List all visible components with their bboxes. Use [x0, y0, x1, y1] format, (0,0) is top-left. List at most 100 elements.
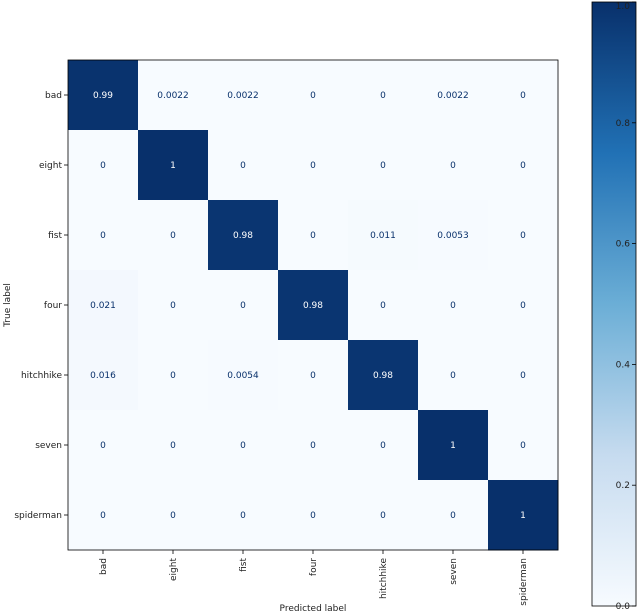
heatmap-cell [418, 130, 489, 201]
cell-value-label: 0 [380, 511, 386, 521]
cell-value-label: 0.016 [90, 371, 116, 381]
heatmap-cells [68, 60, 559, 551]
heatmap-cell [138, 410, 209, 481]
colorbar-ticks: 0.0 0.2 0.4 0.6 0.8 1.0 [616, 1, 636, 612]
heatmap-cell [68, 200, 139, 271]
cell-value-label: 0 [310, 371, 316, 381]
cell-value-label: 1 [170, 161, 176, 171]
heatmap-cell-labels: 0.99 0.0022 0.0022 0 0 0.0022 0 0 1 0 0 0 0 0 0 0 0.98 0 0… [90, 91, 526, 521]
cell-value-label: 0 [240, 161, 246, 171]
cell-value-label: 0 [520, 441, 526, 451]
cell-value-label: 0.0022 [157, 91, 189, 101]
x-tick-label: fist [239, 558, 249, 572]
heatmap-cell [278, 130, 349, 201]
cell-value-label: 0 [310, 91, 316, 101]
cell-value-label: 0 [240, 301, 246, 311]
y-tick-label: four [44, 301, 62, 311]
cell-value-label: 0.0022 [227, 91, 259, 101]
y-tick-label: bad [45, 91, 62, 101]
x-tick-label: seven [449, 558, 459, 585]
heatmap-cell [348, 270, 419, 341]
x-tick-label: eight [169, 558, 179, 581]
cell-value-label: 0 [520, 371, 526, 381]
heatmap-cell [278, 480, 349, 551]
cell-value-label: 0.98 [233, 231, 253, 241]
heatmap-cell [138, 200, 209, 271]
y-tick-label: hitchhike [21, 371, 62, 381]
heatmap-cell [278, 340, 349, 411]
heatmap-cell [208, 60, 279, 131]
heatmap-cell [138, 130, 209, 201]
cell-value-label: 0 [520, 91, 526, 101]
cell-value-label: 0.98 [303, 301, 323, 311]
cell-value-label: 0 [450, 511, 456, 521]
cell-value-label: 0 [380, 91, 386, 101]
colorbar-tick-label: 0.4 [616, 360, 631, 370]
heatmap-cell [418, 340, 489, 411]
heatmap-cell [418, 480, 489, 551]
cell-value-label: 0 [170, 231, 176, 241]
cell-value-label: 0 [100, 231, 106, 241]
heatmap-cell [208, 270, 279, 341]
heatmap-cell [68, 130, 139, 201]
cell-value-label: 0 [310, 231, 316, 241]
cell-value-label: 0.0053 [437, 231, 469, 241]
colorbar-tick-label: 0.0 [616, 602, 631, 612]
cell-value-label: 0 [170, 441, 176, 451]
colorbar-tick-label: 0.2 [616, 481, 630, 491]
x-tick-label: bad [99, 558, 109, 575]
cell-value-label: 0 [520, 161, 526, 171]
colorbar: 0.0 0.2 0.4 0.6 0.8 1.0 [591, 1, 637, 612]
heatmap-cell [348, 410, 419, 481]
heatmap-cell [488, 480, 559, 551]
heatmap-cell [278, 410, 349, 481]
y-tick-label: fist [48, 231, 62, 241]
heatmap-cell [418, 60, 489, 131]
cell-value-label: 0 [450, 371, 456, 381]
y-axis-ticks: bad eight fist four hitchhike seven spiderman [14, 91, 68, 521]
heatmap-cell [138, 480, 209, 551]
cell-value-label: 1 [450, 441, 456, 451]
colorbar-tick-label: 0.8 [616, 119, 631, 129]
heatmap-cell [418, 200, 489, 271]
cell-value-label: 0 [100, 511, 106, 521]
cell-value-label: 0.98 [373, 371, 393, 381]
cell-value-label: 0 [240, 441, 246, 451]
x-tick-label: spiderman [519, 558, 529, 606]
heatmap-cell [348, 60, 419, 131]
cell-value-label: 0 [520, 231, 526, 241]
heatmap-cell [138, 340, 209, 411]
cell-value-label: 0 [310, 511, 316, 521]
cell-value-label: 0 [310, 161, 316, 171]
x-tick-label: hitchhike [379, 558, 389, 599]
y-axis-label: True label [3, 283, 13, 328]
heatmap-cell [488, 340, 559, 411]
cell-value-label: 0 [100, 441, 106, 451]
heatmap-cell [208, 340, 279, 411]
heatmap-cell [208, 200, 279, 271]
heatmap-cell [68, 480, 139, 551]
colorbar-tick-label: 0.6 [616, 240, 631, 250]
cell-value-label: 0.99 [93, 91, 113, 101]
heatmap-cell [348, 480, 419, 551]
heatmap-cell [68, 340, 139, 411]
heatmap-cell [138, 60, 209, 131]
cell-value-label: 1 [520, 511, 526, 521]
heatmap-cell [68, 60, 139, 131]
colorbar-gradient [591, 1, 637, 607]
cell-value-label: 0 [170, 371, 176, 381]
heatmap-cell [418, 270, 489, 341]
x-axis-ticks: bad eight fist four hitchhike seven spiderman [99, 550, 529, 606]
heatmap-cell [488, 200, 559, 271]
heatmap-cell [68, 270, 139, 341]
cell-value-label: 0 [520, 301, 526, 311]
heatmap-cell [208, 480, 279, 551]
heatmap-cell [68, 410, 139, 481]
cell-value-label: 0 [240, 511, 246, 521]
cell-value-label: 0 [170, 301, 176, 311]
cell-value-label: 0 [450, 161, 456, 171]
heatmap-cell [138, 270, 209, 341]
colorbar-tick-label: 1.0 [616, 2, 631, 12]
heatmap-cell [348, 340, 419, 411]
